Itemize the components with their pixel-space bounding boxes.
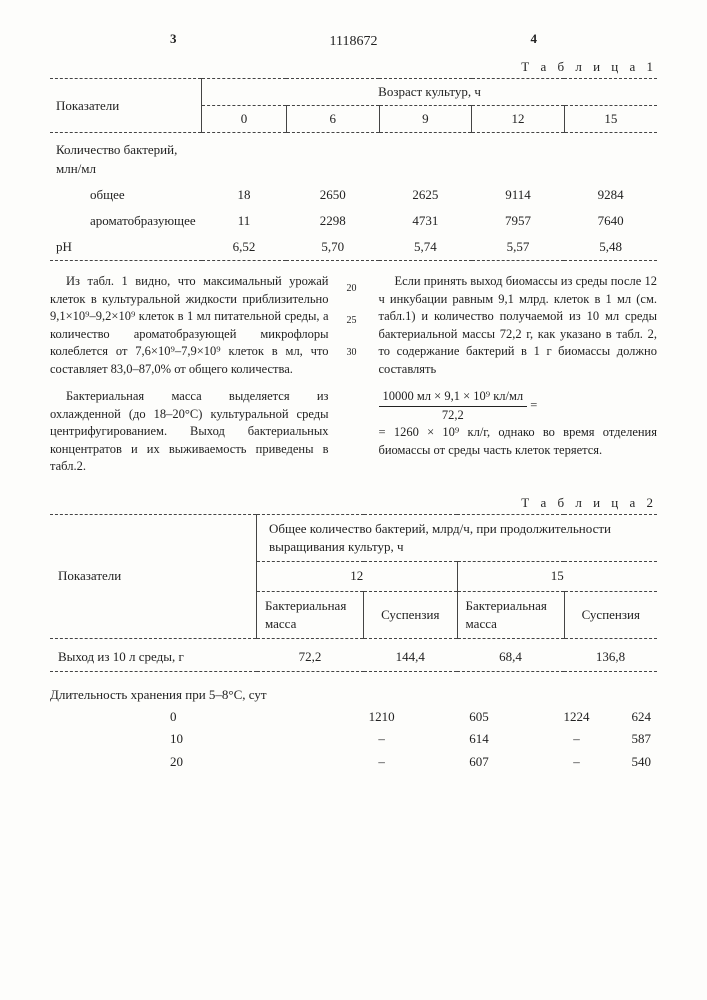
t1-r2-label: ароматобразующее: [50, 208, 202, 234]
left-column: Из табл. 1 видно, что максимальный урожа…: [50, 273, 329, 486]
para-right-2: = 1260 × 10⁹ кл/г, однако во время отдел…: [379, 424, 658, 459]
t2-g1: 12: [257, 562, 458, 591]
table-row: 10 – 614 – 587: [50, 728, 657, 750]
line-number-gutter: 20 25 30: [347, 273, 361, 486]
para-left-1: Из табл. 1 видно, что максимальный урожа…: [50, 273, 329, 378]
t1-c1: 6: [286, 106, 379, 133]
t1-c4: 15: [564, 106, 657, 133]
t1-r1-label: общее: [50, 182, 202, 208]
table-1: Показатели Возраст культур, ч 0 6 9 12 1…: [50, 78, 657, 261]
table1-label: Т а б л и ц а 1: [50, 58, 657, 76]
para-right-1: Если принять выход биомассы из среды пос…: [379, 273, 658, 378]
para-left-2: Бактериальная масса выделяется из охлажд…: [50, 388, 329, 476]
t1-colgroup: Возраст культур, ч: [202, 78, 657, 105]
storage-header: Длительность хранения при 5–8°С, сут: [50, 686, 657, 704]
table-row: Количество бактерий, млн/мл: [50, 137, 657, 181]
t1-c3: 12: [472, 106, 565, 133]
table-row: ароматобразующее 11 2298 4731 7957 7640: [50, 208, 657, 234]
table-2-storage: 0 1210 605 1224 624 10 – 614 – 587 20 – …: [50, 706, 657, 773]
t1-rowheader: Показатели: [50, 78, 202, 132]
two-column-text: Из табл. 1 видно, что максимальный урожа…: [50, 273, 657, 486]
table-row: рН 6,52 5,70 5,74 5,57 5,48: [50, 234, 657, 261]
table-row: 20 – 607 – 540: [50, 751, 657, 773]
table2-label: Т а б л и ц а 2: [50, 494, 657, 512]
table-2: Показатели Общее количество бактерий, мл…: [50, 514, 657, 672]
t2-rowheader: Показатели: [50, 514, 257, 638]
t1-r0-label: Количество бактерий, млн/мл: [50, 137, 202, 181]
t1-c0: 0: [202, 106, 287, 133]
table-row: Выход из 10 л среды, г 72,2 144,4 68,4 1…: [50, 643, 657, 672]
t1-r3-label: рН: [50, 234, 202, 261]
t2-colgroup: Общее количество бактерий, млрд/ч, при п…: [257, 514, 658, 561]
table-row: общее 18 2650 2625 9114 9284: [50, 182, 657, 208]
page-right: 4: [531, 30, 538, 48]
table-row: 0 1210 605 1224 624: [50, 706, 657, 728]
t2-g2: 15: [457, 562, 657, 591]
doc-number: 1118672: [50, 32, 657, 52]
fraction: 10000 мл × 9,1 × 10⁹ кл/мл 72,2: [379, 388, 528, 424]
t1-c2: 9: [379, 106, 472, 133]
right-column: Если принять выход биомассы из среды пос…: [379, 273, 658, 486]
page-left: 3: [170, 30, 177, 48]
